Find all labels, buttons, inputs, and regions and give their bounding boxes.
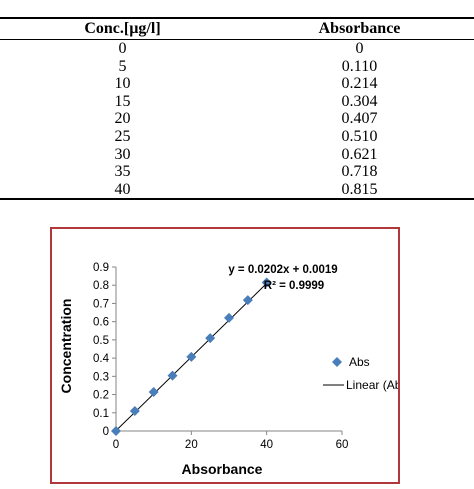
y-tick-label: 0.5 [93, 335, 109, 347]
data-point [224, 312, 234, 323]
cell-concentration: 25 [114, 127, 131, 145]
table-row: 30 0.621 [0, 146, 474, 164]
table-row: 35 0.718 [0, 163, 474, 181]
cell-concentration: 35 [114, 163, 131, 181]
x-axis-ticks: 0 20 40 60 [113, 431, 349, 451]
table-row: 25 0.510 [0, 128, 474, 146]
y-tick-label: 0.9 [93, 262, 109, 274]
table-row: 5 0.110 [0, 58, 474, 76]
x-axis-label: Absorbance [182, 461, 263, 477]
table-row: 20 0.407 [0, 110, 474, 128]
y-tick-label: 0.3 [93, 371, 109, 383]
data-point [111, 426, 121, 436]
y-axis-ticks: 0 0.1 0.2 0.3 0.4 0.5 0.6 0.7 0.8 0.9 [93, 262, 116, 438]
cell-concentration: 20 [114, 110, 131, 128]
trend-equation: y = 0.0202x + 0.0019 [228, 264, 337, 276]
legend-label-abs: Abs [349, 355, 370, 369]
cell-concentration: 5 [118, 57, 127, 75]
data-point [167, 370, 178, 381]
calibration-chart: 0 0.1 0.2 0.3 0.4 0.5 0.6 0.7 0.8 0.9 0 20 40 60 y =… [58, 262, 398, 477]
cell-concentration: 15 [114, 92, 131, 110]
y-tick-label: 0.6 [93, 317, 109, 329]
cell-absorbance: 0.621 [341, 145, 378, 163]
data-point [261, 277, 272, 288]
data-points [111, 277, 272, 436]
legend-marker-abs [332, 357, 342, 367]
y-tick-label: 0.8 [93, 280, 109, 292]
cell-concentration: 10 [114, 75, 131, 93]
calibration-table: Conc.[µg/l] Absorbance 0 0 5 0.110 10 0.214 15… [0, 17, 474, 200]
data-point [129, 405, 140, 416]
data-point [205, 333, 216, 344]
data-point [148, 387, 159, 398]
table-row: 15 0.304 [0, 93, 474, 111]
y-tick-label: 0.1 [93, 408, 109, 420]
cell-absorbance: 0.110 [341, 57, 378, 75]
header-absorbance: Absorbance [318, 20, 401, 38]
data-point [186, 351, 197, 362]
cell-absorbance: 0.718 [341, 163, 378, 181]
cell-absorbance: 0.214 [341, 75, 378, 93]
y-tick-label: 0.4 [93, 353, 110, 365]
cut-off-caption: · · · · · · · · · · · · · · · · · · [0, 0, 474, 6]
cell-concentration: 40 [114, 180, 131, 198]
y-axis-label: Concentration [58, 299, 74, 394]
legend-label-linear: Linear (Abs) [346, 378, 398, 392]
table-header-row: Conc.[µg/l] Absorbance [0, 18, 474, 40]
legend: Abs Linear (Abs) [323, 355, 398, 392]
y-tick-label: 0.2 [93, 390, 109, 402]
x-tick-label: 40 [260, 439, 273, 451]
table-row: 10 0.214 [0, 75, 474, 93]
cell-absorbance: 0.510 [341, 127, 378, 145]
x-tick-label: 60 [336, 439, 349, 451]
y-tick-label: 0.7 [93, 298, 109, 310]
header-concentration: Conc.[µg/l] [84, 20, 161, 38]
x-tick-label: 0 [113, 439, 119, 451]
cell-concentration: 30 [114, 145, 131, 163]
data-point [242, 295, 253, 306]
cell-absorbance: 0 [355, 40, 364, 57]
cell-absorbance: 0.304 [341, 92, 378, 110]
table-row: 40 0.815 [0, 181, 474, 200]
r-squared: R² = 0.9999 [264, 280, 324, 292]
cell-absorbance: 0.815 [341, 180, 378, 198]
chart-frame: 0 0.1 0.2 0.3 0.4 0.5 0.6 0.7 0.8 0.9 0 20 40 60 y =… [50, 227, 400, 484]
y-tick-label: 0 [103, 426, 109, 438]
cell-concentration: 0 [118, 40, 127, 57]
cell-absorbance: 0.407 [341, 110, 378, 128]
x-tick-label: 20 [185, 439, 198, 451]
